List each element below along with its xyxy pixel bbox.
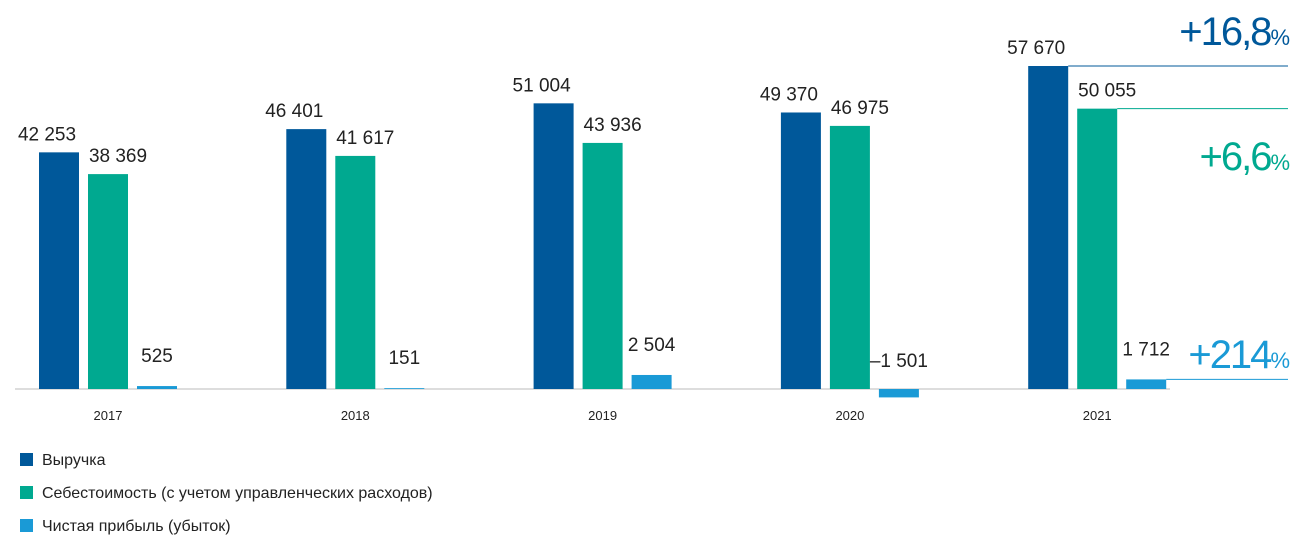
legend-swatch [20,486,33,499]
x-tick-label: 2018 [341,408,370,423]
data-label: 42 253 [18,124,76,145]
x-tick-label: 2019 [588,408,617,423]
bar [1028,66,1069,389]
data-label: –1 501 [870,351,928,372]
bar [335,155,376,389]
annotation: +16,8% [1179,10,1289,54]
data-label: 50 055 [1078,81,1136,102]
data-label: 43 936 [584,115,642,136]
data-label: 46 975 [831,98,889,119]
bar [137,386,177,389]
x-tick-label: 2017 [94,408,123,423]
bar [780,112,821,389]
bar [1126,379,1167,389]
bar [384,388,425,389]
data-label: 46 401 [265,101,323,122]
bar [631,374,672,389]
bar [582,142,623,389]
data-label: 41 617 [336,128,394,149]
legend-label: Себестоимость (с учетом управленческих р… [42,485,433,502]
x-tick-label: 2020 [835,408,864,423]
data-label: 51 004 [513,75,572,96]
data-label: 38 369 [89,146,147,167]
bar [878,389,919,398]
bar [39,152,79,389]
legend-swatch [20,453,33,466]
bar [88,174,128,389]
data-label: 49 370 [760,84,818,105]
bar [533,103,574,390]
data-label: 2 504 [628,335,676,356]
x-tick-label: 2021 [1083,408,1112,423]
bar [829,125,870,389]
data-label: 525 [141,346,173,367]
data-label: 1 712 [1122,339,1170,360]
bar [286,129,327,389]
legend-label: Выручка [42,452,106,469]
legend-swatch [20,519,33,532]
annotation: +6,6% [1199,135,1289,179]
legend-label: Чистая прибыль (убыток) [42,518,231,535]
bar [1077,108,1118,390]
data-label: 151 [388,348,420,369]
data-label: 57 670 [1007,38,1065,59]
annotation: +214% [1188,333,1289,377]
